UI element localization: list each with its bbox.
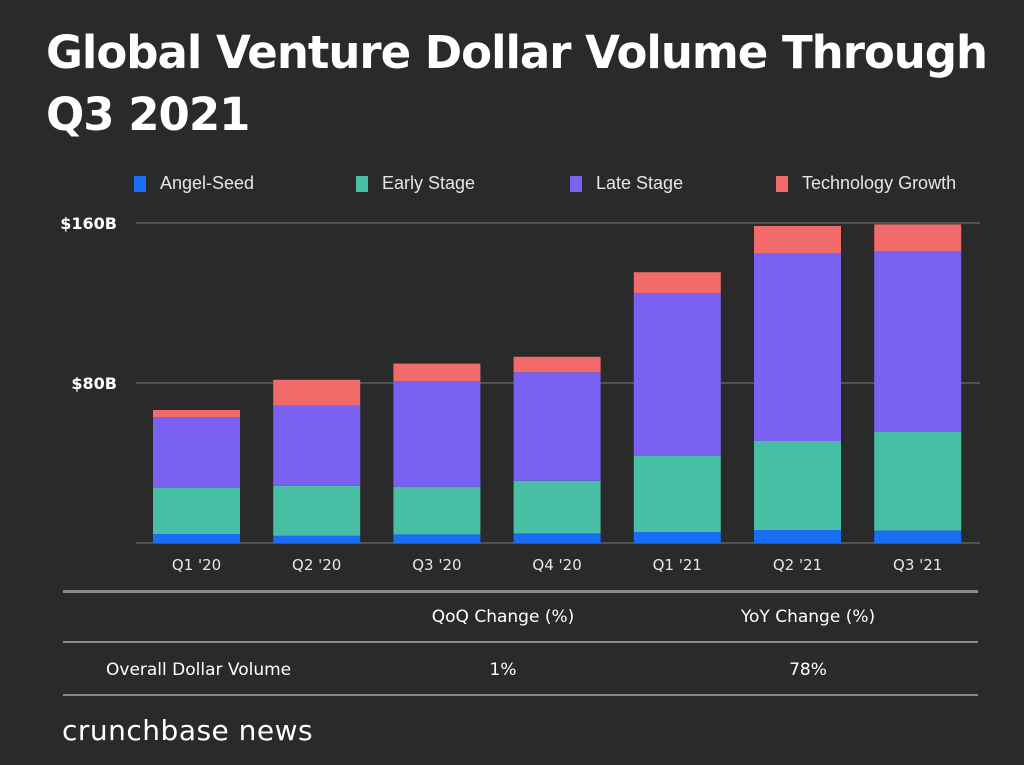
bar-segment-technology-growth: [153, 410, 240, 417]
x-tick-label: Q4 '20: [532, 556, 581, 574]
bar-segment-technology-growth: [633, 272, 721, 294]
bar-segment-early-stage: [393, 486, 481, 535]
brand-logo-text: crunchbase news: [62, 714, 314, 747]
bar-segment-angel-seed: [393, 534, 481, 543]
legend-item-early-stage: Early Stage: [356, 173, 475, 194]
table-row-label: Overall Dollar Volume: [106, 660, 292, 680]
legend-swatch-late-stage: [570, 175, 582, 192]
legend-label: Technology Growth: [802, 173, 957, 193]
bar-segment-technology-growth: [874, 224, 962, 251]
table-header-qoq: QoQ Change (%): [431, 607, 575, 627]
y-tick-label: $80B: [71, 374, 117, 393]
bar-segment-late-stage: [633, 293, 721, 456]
bar-segment-early-stage: [874, 432, 962, 531]
bar-segment-angel-seed: [513, 533, 601, 543]
bar-segment-technology-growth: [273, 379, 361, 406]
legend-swatch-technology-growth: [776, 175, 788, 192]
x-tick-label: Q2 '20: [292, 556, 341, 574]
table-top-rule: [63, 590, 978, 593]
x-tick-label: Q3 '20: [412, 556, 461, 574]
x-tick-label: Q1 '20: [172, 556, 221, 574]
bar-segment-late-stage: [513, 372, 601, 481]
table-cell-qoq: 1%: [489, 660, 517, 680]
bar-segment-late-stage: [393, 381, 481, 487]
bar-segment-angel-seed: [633, 532, 721, 543]
bar-segment-technology-growth: [513, 356, 601, 373]
table-cell-yoy: 78%: [789, 660, 827, 680]
stacked-bar-chart: $80B $160B Q1 '20 Q2 '20 Q3 '20 Q4 '20 Q1 '21 Q…: [60, 214, 980, 574]
x-tick-label: Q1 '21: [653, 556, 702, 574]
legend-label: Late Stage: [596, 173, 684, 193]
legend-swatch-early-stage: [356, 175, 368, 192]
bar-segment-angel-seed: [754, 530, 841, 543]
y-tick-label: $160B: [60, 214, 117, 233]
table-bottom-rule: [63, 694, 978, 696]
bar-segment-angel-seed: [273, 535, 361, 543]
x-tick-label: Q2 '21: [773, 556, 822, 574]
bar-segment-late-stage: [273, 405, 361, 486]
bar-segment-late-stage: [874, 251, 962, 432]
legend-item-late-stage: Late Stage: [570, 173, 683, 194]
x-tick-label: Q3 '21: [893, 556, 942, 574]
bar-segment-early-stage: [273, 485, 361, 536]
bar-segment-early-stage: [754, 441, 841, 530]
table-header-rule: [63, 641, 978, 643]
bar-segment-late-stage: [754, 253, 841, 441]
legend-swatch-angel-seed: [134, 175, 146, 192]
legend: Angel-Seed Early Stage Late Stage Techno…: [0, 173, 1024, 197]
bar-segment-early-stage: [153, 488, 240, 534]
bar-segment-technology-growth: [754, 226, 841, 254]
bar-segment-late-stage: [153, 417, 240, 488]
bar-segment-technology-growth: [393, 363, 481, 382]
bar-segment-angel-seed: [153, 534, 240, 543]
legend-label: Angel-Seed: [160, 173, 255, 193]
legend-item-technology-growth: Technology Growth: [776, 173, 956, 194]
bar-segment-early-stage: [633, 455, 721, 532]
bar-segment-early-stage: [513, 480, 601, 534]
table-header-yoy: YoY Change (%): [740, 607, 876, 627]
legend-item-angel-seed: Angel-Seed: [134, 173, 254, 194]
chart-title: Global Venture Dollar Volume Through Q3 …: [46, 26, 988, 141]
legend-label: Early Stage: [382, 173, 476, 193]
bar-segment-angel-seed: [874, 530, 962, 543]
